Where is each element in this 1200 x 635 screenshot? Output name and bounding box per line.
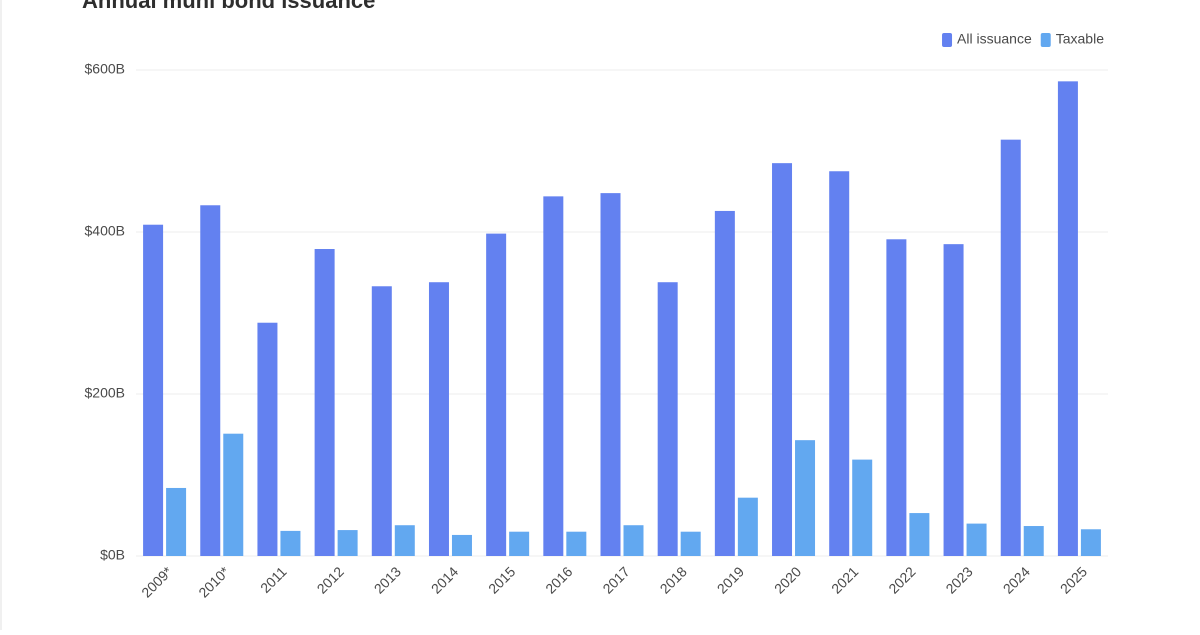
- x-tick-label: 2017: [599, 563, 632, 596]
- bar: [280, 530, 301, 556]
- bar: [852, 459, 873, 556]
- bar: [886, 239, 907, 557]
- legend-label: All issuance: [957, 31, 1032, 47]
- bar: [428, 282, 449, 556]
- x-tick-label: 2022: [885, 563, 918, 596]
- legend-swatch: [942, 33, 953, 47]
- bar: [223, 433, 244, 556]
- bar: [829, 171, 850, 556]
- bar: [966, 523, 987, 556]
- bar: [657, 282, 678, 556]
- bar: [714, 210, 735, 556]
- legend-label: Taxable: [1056, 31, 1104, 47]
- bar: [600, 193, 621, 556]
- bar: [680, 531, 701, 556]
- x-tick-label: 2009*: [138, 563, 176, 601]
- bar: [623, 525, 644, 556]
- bar: [1080, 529, 1101, 556]
- x-tick-label: 2010*: [195, 563, 233, 601]
- x-tick-label: 2020: [771, 563, 804, 596]
- x-tick-label: 2025: [1057, 563, 1090, 596]
- x-tick-label: 2023: [942, 563, 975, 596]
- x-tick-label: 2016: [542, 563, 575, 596]
- x-tick-label: 2012: [314, 563, 347, 596]
- x-tick-label: 2015: [485, 563, 518, 596]
- x-tick-label: 2018: [657, 563, 690, 596]
- y-tick-label: $600B: [85, 61, 125, 77]
- bar: [371, 286, 392, 556]
- bar: [337, 530, 358, 556]
- x-tick-label: 2021: [828, 563, 861, 596]
- bar: [509, 531, 530, 556]
- y-tick-label: $200B: [85, 385, 125, 401]
- bar: [486, 233, 507, 556]
- bar: [543, 196, 564, 557]
- x-tick-label: 2011: [257, 563, 290, 596]
- bar: [772, 163, 793, 556]
- bar: [909, 513, 930, 556]
- bar: [943, 244, 964, 556]
- bar: [1057, 81, 1078, 556]
- bar: [737, 497, 758, 556]
- bar: [394, 525, 415, 556]
- chart-title: Annual muni bond issuance: [82, 0, 375, 13]
- bar: [257, 322, 278, 556]
- bar: [451, 534, 472, 556]
- bar: [795, 440, 816, 556]
- bar: [200, 205, 221, 556]
- bar: [1023, 526, 1044, 556]
- bar: [566, 531, 587, 556]
- y-tick-label: $0B: [100, 547, 125, 563]
- x-tick-label: 2013: [371, 563, 404, 596]
- bar: [143, 224, 164, 556]
- x-tick-label: 2024: [1000, 563, 1033, 596]
- bar: [314, 249, 335, 556]
- x-tick-label: 2019: [714, 563, 747, 596]
- y-tick-label: $400B: [85, 223, 125, 239]
- bar: [1000, 139, 1021, 556]
- legend-swatch: [1040, 33, 1051, 47]
- bar: [166, 487, 187, 556]
- x-tick-label: 2014: [428, 563, 461, 596]
